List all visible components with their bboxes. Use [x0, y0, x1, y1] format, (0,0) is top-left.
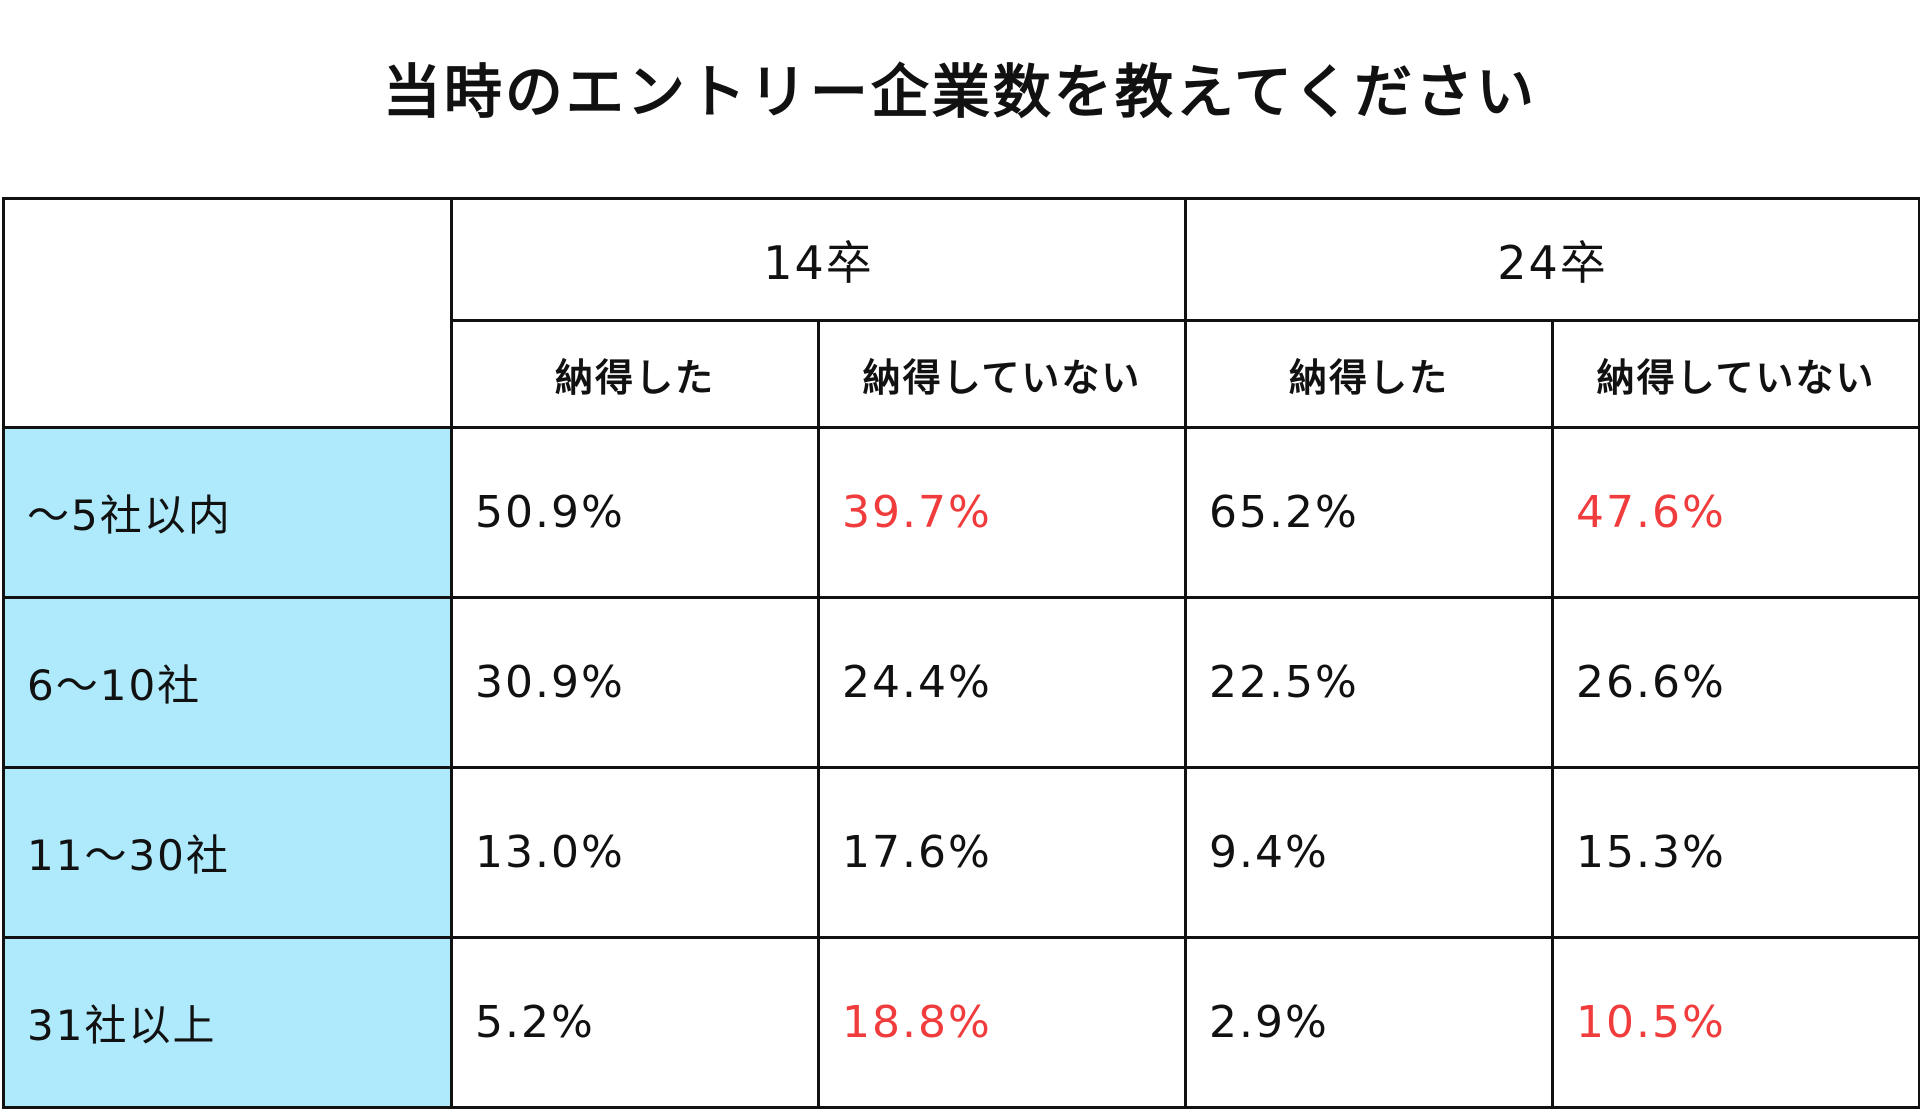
value-cell-14-satisfied: 13.0% — [450, 766, 820, 939]
row-label: 11～30社 — [2, 766, 453, 939]
corner-cell — [2, 197, 453, 429]
value-cell-24-unsatisfied: 26.6% — [1551, 596, 1920, 769]
value-cell-14-unsatisfied: 18.8% — [816, 936, 1188, 1109]
sub-header-14-satisfied: 納得した — [450, 319, 820, 429]
value-cell-14-unsatisfied: 17.6% — [816, 766, 1188, 939]
value-cell-24-satisfied: 65.2% — [1184, 426, 1555, 599]
data-table: 14卒 24卒 納得した 納得していない 納得した 納得していない ～5社以内 5… — [2, 197, 1920, 1109]
sub-header-14-unsatisfied: 納得していない — [816, 319, 1188, 429]
value-cell-24-satisfied: 9.4% — [1184, 766, 1555, 939]
row-label: ～5社以内 — [2, 426, 453, 599]
table-row: 31社以上 5.2% 18.8% 2.9% 10.5% — [2, 936, 1920, 1109]
value-cell-14-unsatisfied: 39.7% — [816, 426, 1188, 599]
sub-header-24-unsatisfied: 納得していない — [1551, 319, 1920, 429]
group-header-24: 24卒 — [1184, 197, 1920, 322]
value-cell-24-unsatisfied: 10.5% — [1551, 936, 1920, 1109]
sub-header-row: 納得した 納得していない 納得した 納得していない — [4, 319, 1920, 429]
sub-header-24-satisfied: 納得した — [1184, 319, 1555, 429]
table-row: 6～10社 30.9% 24.4% 22.5% 26.6% — [2, 596, 1920, 769]
row-label: 31社以上 — [2, 936, 453, 1109]
value-cell-14-satisfied: 50.9% — [450, 426, 820, 599]
table-row: ～5社以内 50.9% 39.7% 65.2% 47.6% — [2, 426, 1920, 599]
value-cell-24-unsatisfied: 15.3% — [1551, 766, 1920, 939]
value-cell-24-satisfied: 2.9% — [1184, 936, 1555, 1109]
value-cell-14-satisfied: 5.2% — [450, 936, 820, 1109]
chart-title: 当時のエントリー企業数を教えてください — [382, 58, 1538, 126]
value-cell-24-satisfied: 22.5% — [1184, 596, 1555, 769]
group-header-14: 14卒 — [449, 197, 1188, 322]
value-cell-14-unsatisfied: 24.4% — [816, 596, 1188, 769]
value-cell-24-unsatisfied: 47.6% — [1551, 426, 1920, 599]
table-row: 11～30社 13.0% 17.6% 9.4% 15.3% — [2, 766, 1920, 939]
table-body: ～5社以内 50.9% 39.7% 65.2% 47.6% 6～10社 30.9% 24.4%… — [2, 426, 1920, 1109]
group-header-row: 14卒 24卒 — [2, 197, 1920, 429]
value-cell-14-satisfied: 30.9% — [450, 596, 820, 769]
row-label: 6～10社 — [2, 596, 453, 769]
